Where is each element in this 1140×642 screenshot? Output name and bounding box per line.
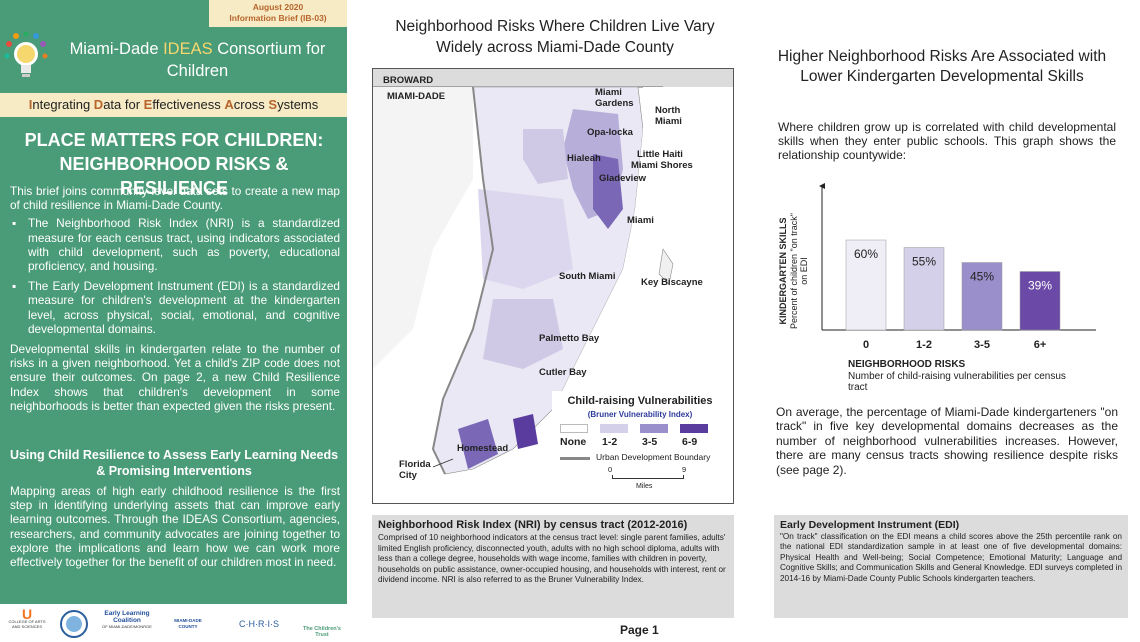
legend-subtitle: (Bruner Vulnerability Index): [587, 410, 693, 419]
edi-title: Early Development Instrument (EDI): [780, 519, 960, 531]
page-title: PLACE MATTERS FOR CHILDREN: NEIGHBORHOOD…: [24, 130, 324, 198]
boundary-line-icon: [560, 457, 590, 460]
y-axis-label-wrap: KINDERGARTEN SKILLS Percent of children …: [778, 208, 814, 334]
consortium-header: Miami-Dade IDEAS Consortium for Children: [0, 28, 347, 92]
place-hialeah: Hialeah: [567, 153, 601, 164]
legend-swatch-3-5: [640, 424, 668, 433]
chart-explanation: On average, the percentage of Miami-Dade…: [776, 405, 1118, 477]
intro-paragraph: This brief joins community-level data se…: [10, 184, 340, 213]
legend-title: Child-raising Vulnerabilities: [567, 395, 713, 407]
edi-text: "On track" classification on the EDI mea…: [780, 532, 1122, 583]
edi-definition-box: Early Development Instrument (EDI) "On t…: [774, 515, 1128, 618]
place-south-miami: South Miami: [559, 271, 616, 282]
definition-list: The Neighborhood Risk Index (NRI) is a s…: [10, 216, 340, 336]
page-number: Page 1: [620, 623, 659, 637]
county-seal-icon: [60, 610, 88, 638]
county-map: BROWARD MIAMI-DADE Miami Gardens North M…: [372, 68, 734, 504]
elc-logo: Early Learning Coalition OF MIAMI-DADE/M…: [102, 610, 152, 629]
place-key-biscayne: Key Biscayne: [641, 277, 703, 288]
brief-tag: August 2020 Information Brief (IB-03): [209, 0, 347, 27]
bar-3-5: [961, 262, 1003, 331]
nri-title: Neighborhood Risk Index (NRI) by census …: [378, 519, 688, 531]
place-miami-gardens: Miami Gardens: [595, 87, 634, 109]
brief-date: August 2020: [252, 2, 304, 12]
tick-label-1-2: 1-2: [916, 339, 932, 351]
boundary-label: Urban Development Boundary: [596, 452, 711, 462]
legend-swatch-1-2: [600, 424, 628, 433]
map-title: Neighborhood Risks Where Children Live V…: [395, 18, 715, 56]
data-label-6+: 39%: [1028, 279, 1052, 293]
place-gladeview: Gladeview: [599, 173, 646, 184]
place-opa-locka: Opa-locka: [587, 127, 633, 138]
partner-logos: U COLLEGE OF ARTS AND SCIENCES Early Lea…: [0, 606, 347, 642]
tick-label-6+: 6+: [1034, 339, 1047, 351]
bar-6+: [1019, 271, 1061, 331]
data-label-1-2: 55%: [912, 255, 936, 269]
childrens-trust-logo: The Children's Trust: [303, 626, 341, 638]
y-axis-label: KINDERGARTEN SKILLS Percent of children …: [778, 213, 809, 329]
x-axis-label: NEIGHBORHOOD RISKS Number of child-raisi…: [848, 359, 1066, 393]
place-north-miami: North Miami: [655, 105, 682, 127]
place-little-haiti: Little Haiti: [637, 149, 683, 160]
chart-section-title: Higher Neighborhood Risks Are Associated…: [777, 48, 1107, 85]
left-panel: August 2020 Information Brief (IB-03) Mi…: [0, 0, 347, 604]
consortium-name: Miami-Dade IDEAS Consortium for Children: [69, 40, 326, 80]
bar-chart-svg: 60% 0 55% 1-2 45% 3-5 39% 6+: [819, 183, 1096, 351]
edi-bullet: The Early Development Instrument (EDI) i…: [10, 279, 340, 336]
miami-dade-logo: MIAMI-DADE COUNTY: [174, 618, 202, 629]
lightbulb-logo-icon: [4, 32, 48, 77]
nri-definition-box: Neighborhood Risk Index (NRI) by census …: [372, 515, 734, 618]
map-drawing: [373, 69, 733, 503]
legend-label-1-2: 1-2: [602, 436, 618, 448]
bar-1-2: [903, 247, 945, 331]
data-label-0: 60%: [854, 247, 878, 261]
nri-bullet: The Neighborhood Risk Index (NRI) is a s…: [10, 216, 340, 273]
place-cutler-bay: Cutler Bay: [539, 367, 587, 378]
broward-label: BROWARD: [383, 75, 434, 86]
chart-intro: Where children grow up is correlated wit…: [778, 120, 1116, 163]
scale-unit: Miles: [636, 483, 653, 490]
map-legend: Child-raising Vulnerabilities (Bruner Vu…: [552, 391, 728, 499]
um-logo: U COLLEGE OF ARTS AND SCIENCES: [8, 606, 46, 629]
place-florida-city: Florida City: [399, 459, 431, 481]
miami-dade-label: MIAMI-DADE: [387, 91, 446, 102]
chris-logo: C·H·R·I·S: [239, 619, 279, 629]
nri-text: Comprised of 10 neighborhood indicators …: [378, 533, 726, 585]
scale-max: 9: [682, 465, 687, 474]
place-homestead: Homestead: [457, 443, 509, 454]
place-miami: Miami: [627, 215, 654, 226]
tick-label-3-5: 3-5: [974, 339, 990, 351]
brief-label: Information Brief (IB-03): [229, 13, 327, 23]
legend-label-6-9: 6-9: [682, 436, 698, 448]
ideas-expansion: Integrating Data for Effectiveness Acros…: [0, 93, 347, 117]
place-miami-shores: Miami Shores: [631, 160, 693, 171]
scale-min: 0: [608, 465, 613, 474]
legend-swatch-6-9: [680, 424, 708, 433]
resilience-paragraph: Mapping areas of high early childhood re…: [10, 484, 340, 570]
resilience-subhead: Using Child Resilience to Assess Early L…: [9, 448, 339, 478]
skills-chart: 60% 0 55% 1-2 45% 3-5 39% 6+: [776, 180, 1116, 400]
scale-bar: [612, 475, 684, 479]
left-intro-section: This brief joins community-level data se…: [10, 184, 340, 417]
place-palmetto-bay: Palmetto Bay: [539, 333, 600, 344]
developmental-paragraph: Developmental skills in kindergarten rel…: [10, 342, 340, 413]
legend-label-none: None: [560, 436, 587, 448]
bar-0: [845, 239, 887, 331]
legend-swatch-none: [560, 424, 588, 433]
legend-label-3-5: 3-5: [642, 436, 658, 448]
tick-label-0: 0: [863, 339, 869, 351]
data-label-3-5: 45%: [970, 270, 994, 284]
